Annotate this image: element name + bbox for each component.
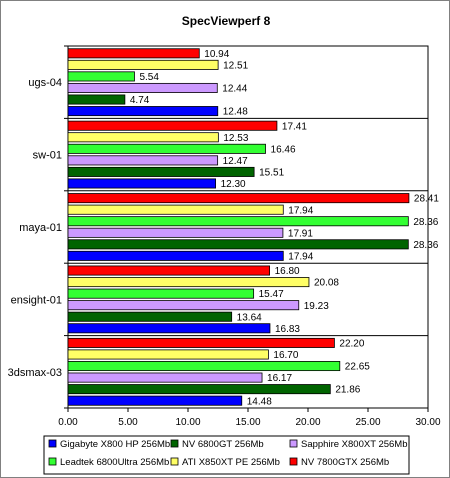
data-label: 16.83 <box>275 324 300 335</box>
chart-title: SpecViewperf 8 <box>182 14 271 28</box>
data-label: 16.46 <box>271 144 296 155</box>
data-label: 13.64 <box>237 312 262 323</box>
category-label: maya-01 <box>19 222 62 234</box>
bar <box>67 277 310 288</box>
bar <box>67 216 409 227</box>
data-label: 16.17 <box>267 373 292 384</box>
bar <box>67 204 284 215</box>
category-label: sw-01 <box>33 150 62 162</box>
data-label: 28.41 <box>414 194 439 205</box>
bar <box>67 239 409 250</box>
bar <box>67 265 271 276</box>
bar <box>67 250 284 261</box>
legend-box <box>43 435 410 475</box>
bar <box>67 337 335 348</box>
data-label: 21.86 <box>335 385 360 396</box>
x-tick-label: 30.00 <box>415 417 440 428</box>
data-label: 12.51 <box>223 60 248 71</box>
bar <box>67 178 217 189</box>
data-label: 15.51 <box>259 168 284 179</box>
bar <box>67 311 233 322</box>
legend-swatch <box>170 439 179 448</box>
category-label: ensight-01 <box>11 294 62 306</box>
bar <box>67 120 278 131</box>
data-label: 5.54 <box>139 72 159 83</box>
data-label: 14.48 <box>247 396 272 407</box>
data-label: 16.70 <box>273 350 298 361</box>
legend-label: ATI X850XT PE 256Mb <box>182 457 280 468</box>
bar <box>67 48 200 59</box>
category-label: ugs-04 <box>28 77 62 89</box>
x-tick-label: 5.00 <box>118 417 138 428</box>
data-label: 17.91 <box>288 228 313 239</box>
data-label: 19.23 <box>304 301 329 312</box>
bar <box>67 227 284 238</box>
data-label: 20.08 <box>314 278 339 289</box>
data-label: 28.36 <box>413 240 438 251</box>
bar <box>67 106 219 117</box>
data-label: 12.48 <box>223 107 248 118</box>
legend-label: NV 7800GTX 256Mb <box>301 457 389 468</box>
data-label: 10.94 <box>204 49 229 60</box>
data-label: 28.36 <box>413 217 438 228</box>
legend-label: Sapphire X800XT 256Mb <box>301 439 408 450</box>
data-label: 17.94 <box>288 205 313 216</box>
data-label: 4.74 <box>130 95 150 106</box>
bar <box>67 82 218 93</box>
data-label: 12.53 <box>223 133 248 144</box>
bar <box>67 193 410 204</box>
category-label: 3dsmax-03 <box>8 367 62 379</box>
bar <box>67 166 255 177</box>
data-label: 12.44 <box>222 84 247 95</box>
bar <box>67 94 126 105</box>
x-tick-label: 0.00 <box>58 417 78 428</box>
bar <box>67 349 269 360</box>
legend-swatch <box>289 439 298 448</box>
data-label: 16.80 <box>275 266 300 277</box>
bar <box>67 143 266 154</box>
data-label: 17.41 <box>282 121 307 132</box>
data-label: 22.65 <box>345 362 370 373</box>
bar <box>67 71 135 82</box>
legend-label: Leadtek 6800Ultra 256Mb <box>60 457 169 468</box>
x-tick-label: 25.00 <box>355 417 380 428</box>
bar <box>67 395 243 406</box>
bar <box>67 372 263 383</box>
legend-label: NV 6800GT 256Mb <box>182 439 264 450</box>
x-tick-label: 15.00 <box>235 417 260 428</box>
data-label: 12.30 <box>221 179 246 190</box>
legend-swatch <box>170 457 179 466</box>
bar <box>67 288 255 299</box>
legend-swatch <box>48 457 57 466</box>
x-tick-label: 10.00 <box>175 417 200 428</box>
legend: Gigabyte X800 HP 256Mb NV 6800GT 256Mb Sap… <box>43 435 410 475</box>
bar <box>67 132 219 143</box>
legend-label: Gigabyte X800 HP 256Mb <box>60 439 170 450</box>
bar <box>67 361 341 372</box>
legend-swatch <box>289 457 298 466</box>
data-label: 17.94 <box>288 251 313 262</box>
bar <box>67 59 219 70</box>
bar <box>67 300 300 311</box>
legend-swatch <box>48 439 57 448</box>
data-label: 22.20 <box>339 339 364 350</box>
bar <box>67 323 271 334</box>
data-label: 15.47 <box>259 289 284 300</box>
bar <box>67 155 219 166</box>
bar <box>67 384 331 395</box>
x-tick-label: 20.00 <box>295 417 320 428</box>
data-label: 12.47 <box>223 156 248 167</box>
